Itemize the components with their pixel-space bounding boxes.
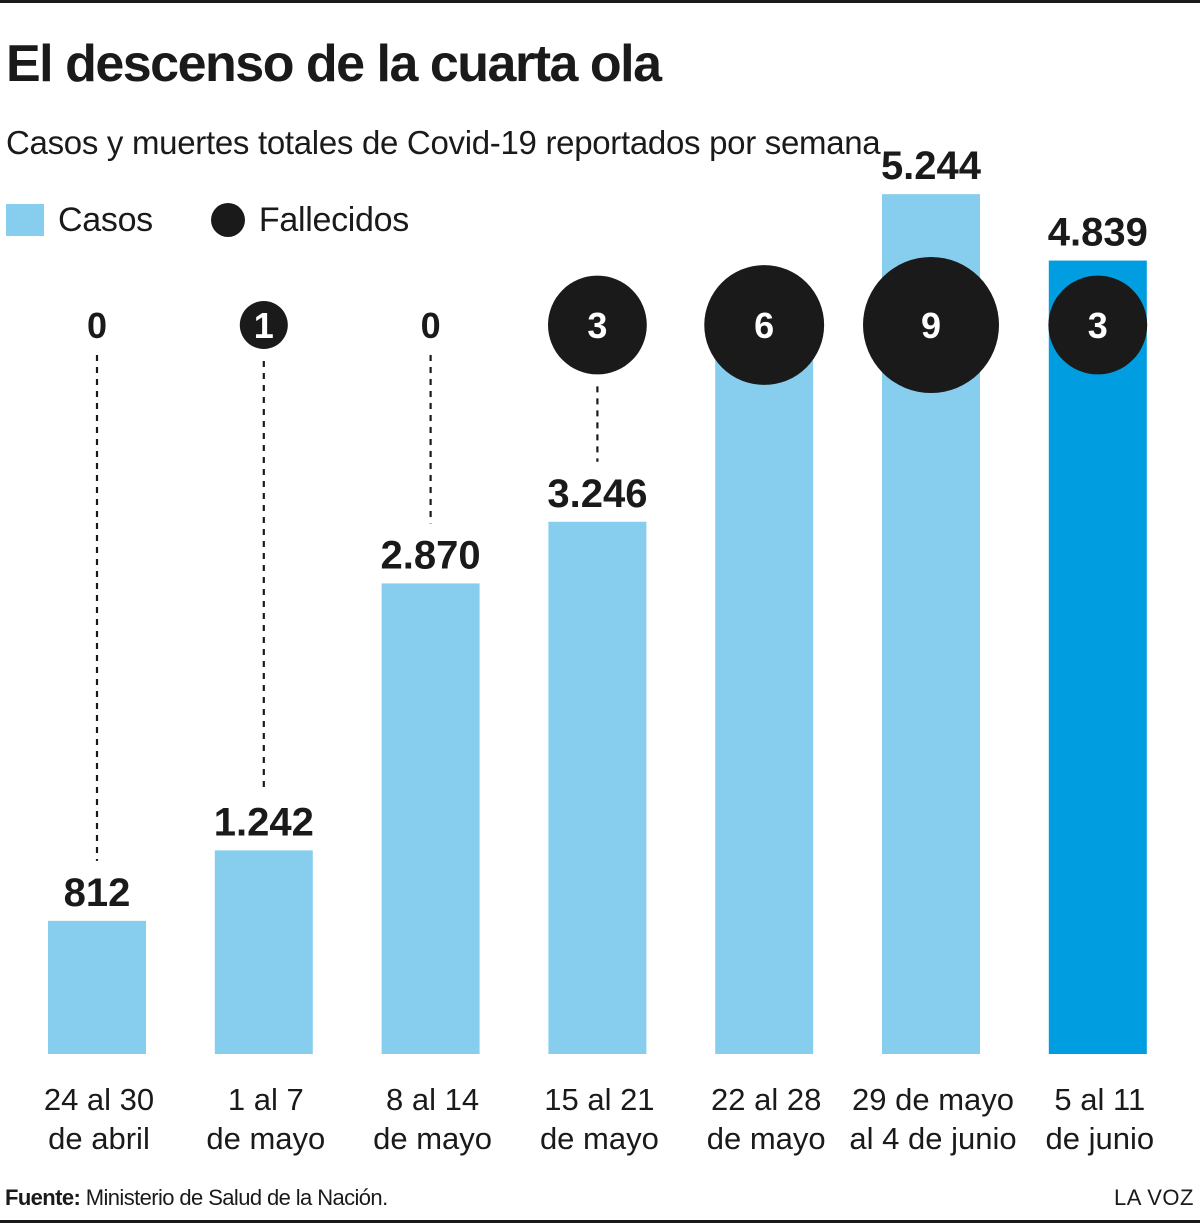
case-bar [548,521,647,1054]
chart-subtitle: Casos y muertes totales de Covid-19 repo… [6,124,881,161]
bottom-rule [0,1220,1200,1223]
category-label: de abril [48,1121,150,1156]
footer-brand: LA VOZ [1113,1185,1194,1210]
footer-source: Fuente: Ministerio de Salud de la Nación… [5,1185,388,1211]
death-circle [239,301,288,349]
legend-deaths-dot [210,203,245,237]
category-label: 24 al 30 [44,1082,154,1117]
case-bar [48,920,146,1054]
death-circle [863,257,999,393]
chart-title: El descenso de la cuarta ola [6,35,662,93]
case-value-label: 5.244 [881,144,982,188]
top-rule [0,0,1200,3]
case-bar [381,583,480,1054]
source-text: Ministerio de Salud de la Nación. [80,1185,388,1210]
category-label: al 4 de junio [849,1121,1016,1156]
category-label: de junio [1046,1121,1155,1156]
legend-deaths-label: Fallecidos [258,200,409,239]
case-value-label: 812 [64,871,131,915]
death-circle [1048,275,1148,375]
case-value-label: 1.242 [214,800,314,844]
death-circle [704,265,825,385]
death-value-label: 0 [421,305,441,346]
category-label: 29 de mayo [852,1082,1014,1117]
category-label: de mayo [206,1121,325,1156]
death-value-label: 0 [87,305,107,346]
death-value-label: 3 [587,305,607,346]
category-label: 22 al 28 [711,1082,821,1117]
death-value-label: 3 [1088,305,1108,346]
case-bar [214,850,313,1054]
legend-cases-swatch [6,204,44,236]
category-label: 15 al 21 [544,1082,654,1117]
death-circle [547,275,647,375]
legend: Casos Fallecidos [6,198,467,242]
case-value-label: 4.839 [1048,211,1148,255]
category-label: 5 al 11 [1054,1082,1145,1117]
case-bar [1048,260,1147,1054]
category-label: de mayo [540,1121,659,1156]
case-bar [715,329,814,1054]
category-label: 1 al 7 [228,1082,304,1117]
source-label: Fuente: [5,1185,81,1210]
death-value-label: 6 [754,305,774,346]
legend-cases-label: Casos [58,200,153,239]
category-label: 8 al 14 [386,1082,479,1117]
category-label: de mayo [707,1121,826,1156]
case-value-label: 3.246 [547,472,647,516]
category-label: de mayo [373,1121,492,1156]
case-value-label: 2.870 [381,533,481,577]
death-value-label: 9 [921,305,941,346]
death-value-label: 1 [254,305,274,346]
